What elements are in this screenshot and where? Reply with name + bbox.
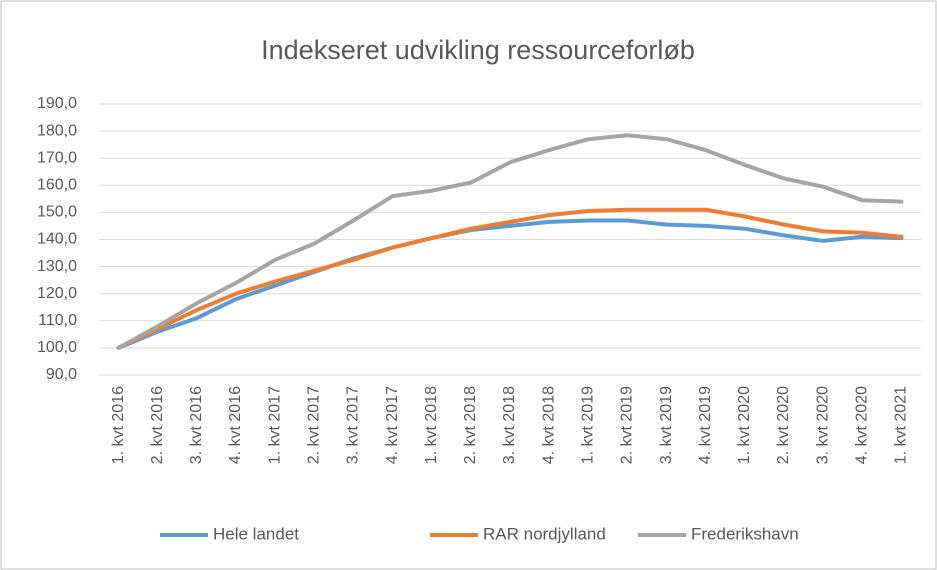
y-tick-label: 140,0 <box>37 231 77 248</box>
x-tick-label: 1. kvt 2019 <box>580 386 597 464</box>
series-line <box>116 218 904 350</box>
y-tick-label: 190,0 <box>37 95 77 112</box>
y-tick-label: 120,0 <box>37 285 77 302</box>
x-tick-label: 4. kvt 2016 <box>227 386 244 464</box>
x-tick-label: 2. kvt 2017 <box>306 386 323 464</box>
x-tick-label: 1. kvt 2021 <box>893 386 910 464</box>
x-tick-label: 1. kvt 2017 <box>266 386 283 464</box>
x-tick-label: 1. kvt 2016 <box>110 386 127 464</box>
x-tick-label: 4. kvt 2018 <box>540 386 557 464</box>
legend-label: Frederikshavn <box>691 524 799 543</box>
x-tick-label: 3. kvt 2019 <box>658 386 675 464</box>
x-tick-label: 2. kvt 2018 <box>462 386 479 464</box>
y-tick-label: 130,0 <box>37 258 77 275</box>
x-tick-label: 3. kvt 2020 <box>814 386 831 464</box>
x-tick-label: 4. kvt 2017 <box>384 386 401 464</box>
legend-label: Hele landet <box>213 524 299 543</box>
x-tick-label: 4. kvt 2020 <box>854 386 871 464</box>
x-tick-label: 2. kvt 2019 <box>619 386 636 464</box>
legend-label: RAR nordjylland <box>483 524 606 543</box>
x-tick-label: 3. kvt 2016 <box>188 386 205 464</box>
y-tick-label: 170,0 <box>37 149 77 166</box>
y-tick-label: 150,0 <box>37 204 77 221</box>
y-tick-label: 110,0 <box>38 312 77 329</box>
y-tick-label: 160,0 <box>37 177 77 194</box>
y-tick-label: 180,0 <box>37 122 77 139</box>
x-tick-label: 1. kvt 2018 <box>423 386 440 464</box>
x-tick-label: 4. kvt 2019 <box>697 386 714 464</box>
y-tick-label: 100,0 <box>37 339 77 356</box>
x-tick-label: 3. kvt 2018 <box>501 386 518 464</box>
x-tick-label: 3. kvt 2017 <box>345 386 362 464</box>
series-line <box>116 133 904 350</box>
series-line <box>116 207 904 350</box>
x-tick-label: 1. kvt 2020 <box>736 386 753 464</box>
x-tick-label: 2. kvt 2016 <box>149 386 166 464</box>
y-tick-label: 90,0 <box>46 366 77 383</box>
x-tick-label: 2. kvt 2020 <box>775 386 792 464</box>
chart-title: Indekseret udvikling ressourceforløb <box>261 35 695 65</box>
